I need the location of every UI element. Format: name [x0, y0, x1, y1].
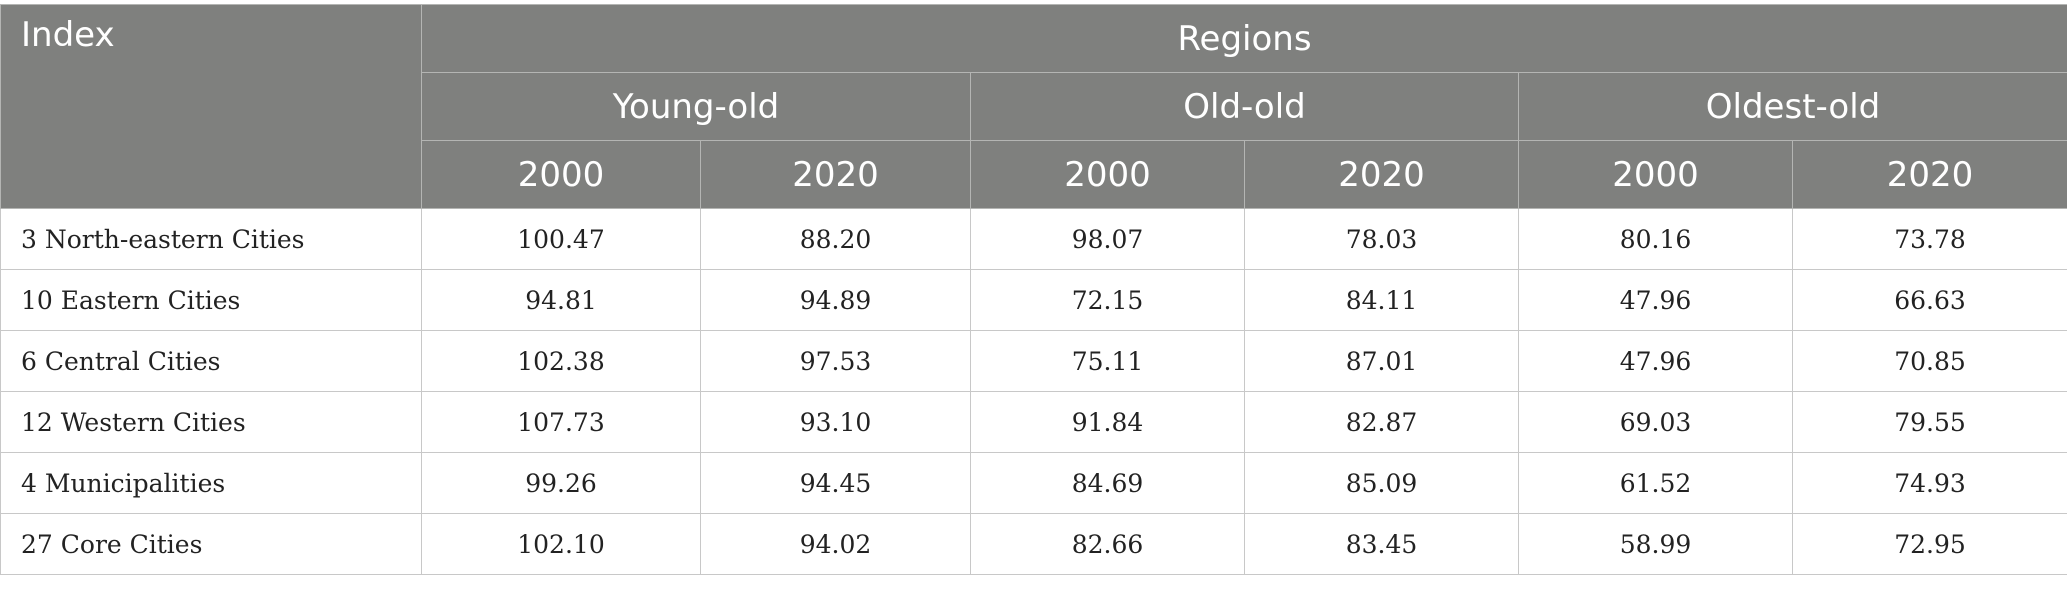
- header-row-regions: Index Regions: [0, 4, 2067, 209]
- table-cell: 93.10: [700, 391, 971, 453]
- table-cell: 94.81: [421, 269, 701, 331]
- table-cell: 107.73: [421, 391, 701, 453]
- header-row-years: 2000 2020 2000 2020 2000 2020: [1, 140, 2067, 209]
- table-cell: 94.45: [700, 452, 971, 514]
- table-cell: 98.07: [970, 208, 1245, 270]
- year-header: 2020: [1791, 140, 2067, 209]
- data-table: Index Regions Young-old Old-old Oldest-o…: [0, 4, 2067, 575]
- table-cell: 73.78: [1791, 208, 2067, 270]
- table-body: 3 North-eastern Cities 100.47 88.20 98.0…: [0, 208, 2067, 575]
- table-cell: 83.45: [1244, 513, 1519, 575]
- table-header: Index Regions Young-old Old-old Oldest-o…: [0, 4, 2067, 209]
- row-label: 4 Municipalities: [0, 452, 422, 514]
- row-label: 3 North-eastern Cities: [0, 208, 422, 270]
- table-cell: 100.47: [421, 208, 701, 270]
- table-cell: 94.89: [700, 269, 971, 331]
- table-row: 27 Core Cities 102.10 94.02 82.66 83.45 …: [0, 513, 2067, 575]
- table-row: 6 Central Cities 102.38 97.53 75.11 87.0…: [0, 330, 2067, 392]
- table-cell: 66.63: [1791, 269, 2067, 331]
- age-group-header: Young-old: [421, 72, 971, 141]
- table-cell: 84.11: [1244, 269, 1519, 331]
- table-cell: 91.84: [970, 391, 1245, 453]
- table-cell: 102.38: [421, 330, 701, 392]
- table-row: 3 North-eastern Cities 100.47 88.20 98.0…: [0, 208, 2067, 270]
- table-row: 4 Municipalities 99.26 94.45 84.69 85.09…: [0, 452, 2067, 514]
- table-cell: 84.69: [970, 452, 1245, 514]
- table-cell: 74.93: [1791, 452, 2067, 514]
- header-row-age-groups: Young-old Old-old Oldest-old: [1, 72, 2067, 141]
- year-header: 2000: [970, 140, 1245, 209]
- table-cell: 99.26: [421, 452, 701, 514]
- table-cell: 88.20: [700, 208, 971, 270]
- table-cell: 97.53: [700, 330, 971, 392]
- table-cell: 61.52: [1518, 452, 1793, 514]
- table-cell: 82.87: [1244, 391, 1519, 453]
- year-header: 2000: [421, 140, 701, 209]
- table-cell: 85.09: [1244, 452, 1519, 514]
- table-cell: 78.03: [1244, 208, 1519, 270]
- table-row: 12 Western Cities 107.73 93.10 91.84 82.…: [0, 391, 2067, 453]
- year-header: 2000: [1518, 140, 1793, 209]
- regions-header: Regions: [420, 4, 2067, 73]
- row-label: 27 Core Cities: [0, 513, 422, 575]
- table-cell: 70.85: [1791, 330, 2067, 392]
- table-cell: 80.16: [1518, 208, 1793, 270]
- year-header: 2020: [700, 140, 971, 209]
- table-cell: 72.15: [970, 269, 1245, 331]
- table-cell: 82.66: [970, 513, 1245, 575]
- row-label: 12 Western Cities: [0, 391, 422, 453]
- year-header: 2020: [1244, 140, 1519, 209]
- table-cell: 102.10: [421, 513, 701, 575]
- age-group-header: Oldest-old: [1517, 72, 2067, 141]
- table-cell: 72.95: [1791, 513, 2067, 575]
- table-cell: 75.11: [970, 330, 1245, 392]
- table-cell: 58.99: [1518, 513, 1793, 575]
- table-cell: 47.96: [1518, 269, 1793, 331]
- row-label: 10 Eastern Cities: [0, 269, 422, 331]
- table-cell: 47.96: [1518, 330, 1793, 392]
- table-cell: 69.03: [1518, 391, 1793, 453]
- index-header: Index: [0, 4, 422, 209]
- row-label: 6 Central Cities: [0, 330, 422, 392]
- age-group-header: Old-old: [970, 72, 1519, 141]
- table-cell: 79.55: [1791, 391, 2067, 453]
- table-cell: 87.01: [1244, 330, 1519, 392]
- table-row: 10 Eastern Cities 94.81 94.89 72.15 84.1…: [0, 269, 2067, 331]
- table-cell: 94.02: [700, 513, 971, 575]
